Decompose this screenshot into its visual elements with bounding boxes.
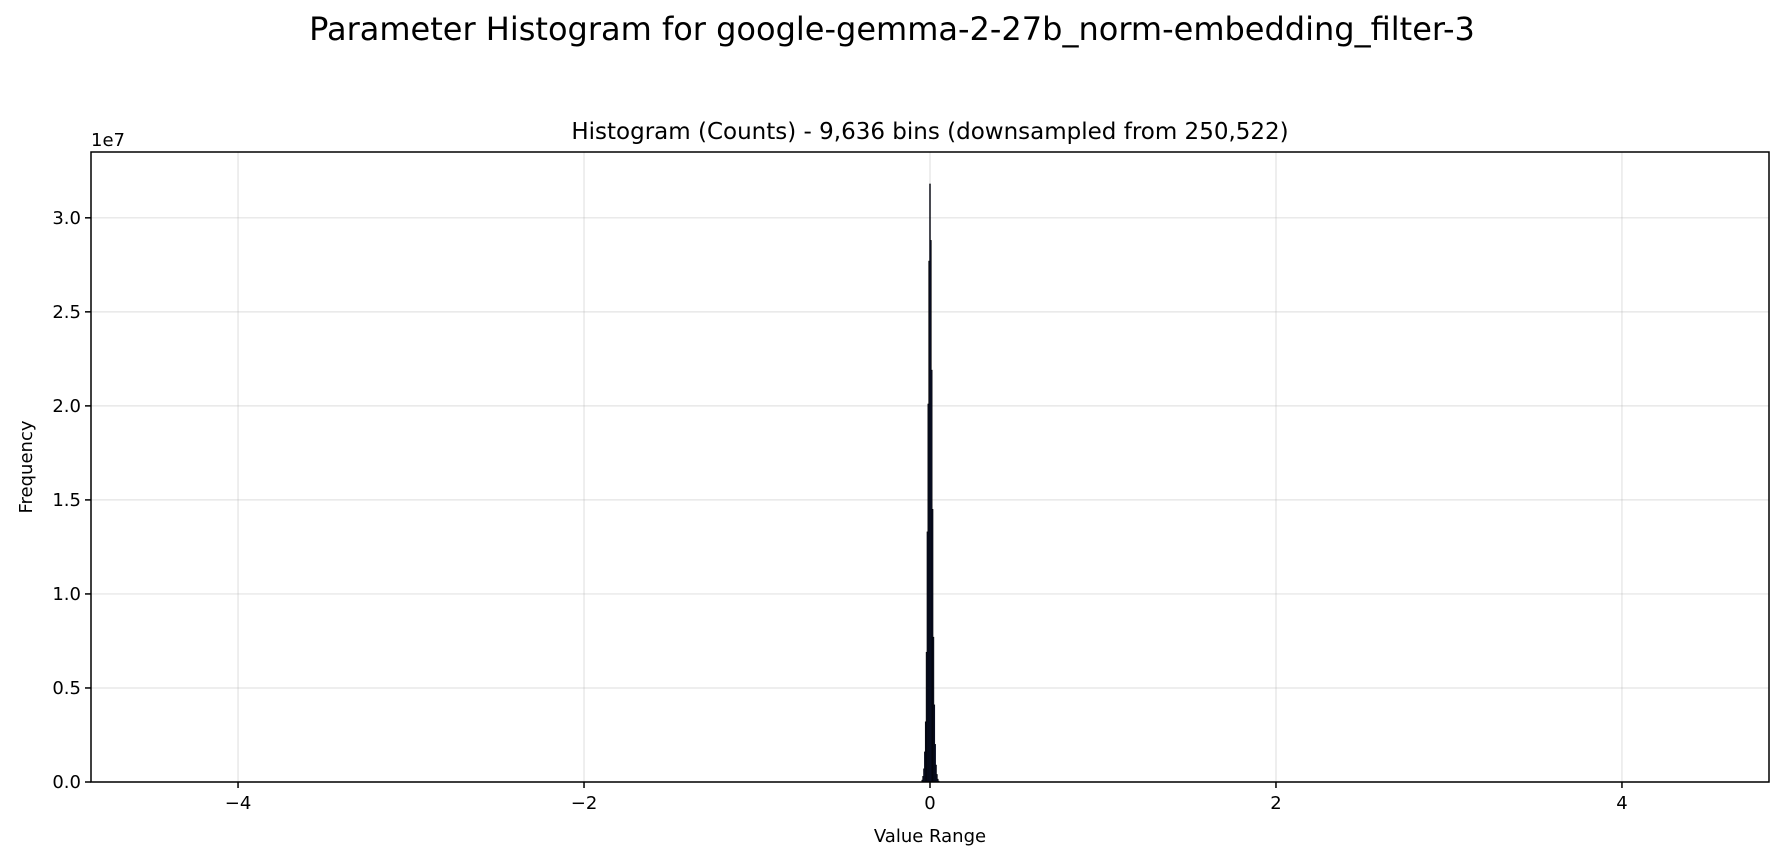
x-tick-label: −2 [571, 793, 598, 814]
plot-frame [90, 151, 1770, 783]
y-tick-label: 0.5 [52, 678, 81, 699]
x-tick-label: −4 [225, 793, 252, 814]
y-tick-label: 2.0 [52, 396, 81, 417]
y-tick-label: 2.5 [52, 302, 81, 323]
axis-ticks: −4 −2 0 2 4 0.0 0.5 1.0 1.5 2.0 2.5 3.0 [52, 208, 1627, 814]
x-tick-label: 4 [1616, 793, 1627, 814]
y-tick-label: 3.0 [52, 208, 81, 229]
figure-suptitle: Parameter Histogram for google-gemma-2-2… [309, 10, 1475, 48]
y-axis-label: Frequency [16, 420, 37, 513]
chart-title: Histogram (Counts) - 9,636 bins (downsam… [571, 119, 1288, 145]
x-tick-label: 2 [1270, 793, 1281, 814]
x-axis-label: Value Range [874, 826, 986, 847]
y-offset-text: 1e7 [91, 130, 125, 151]
x-tick-label: 0 [924, 793, 935, 814]
y-tick-label: 1.5 [52, 490, 81, 511]
y-tick-label: 0.0 [52, 772, 81, 793]
histogram-bars [921, 183, 940, 783]
y-tick-label: 1.0 [52, 584, 81, 605]
